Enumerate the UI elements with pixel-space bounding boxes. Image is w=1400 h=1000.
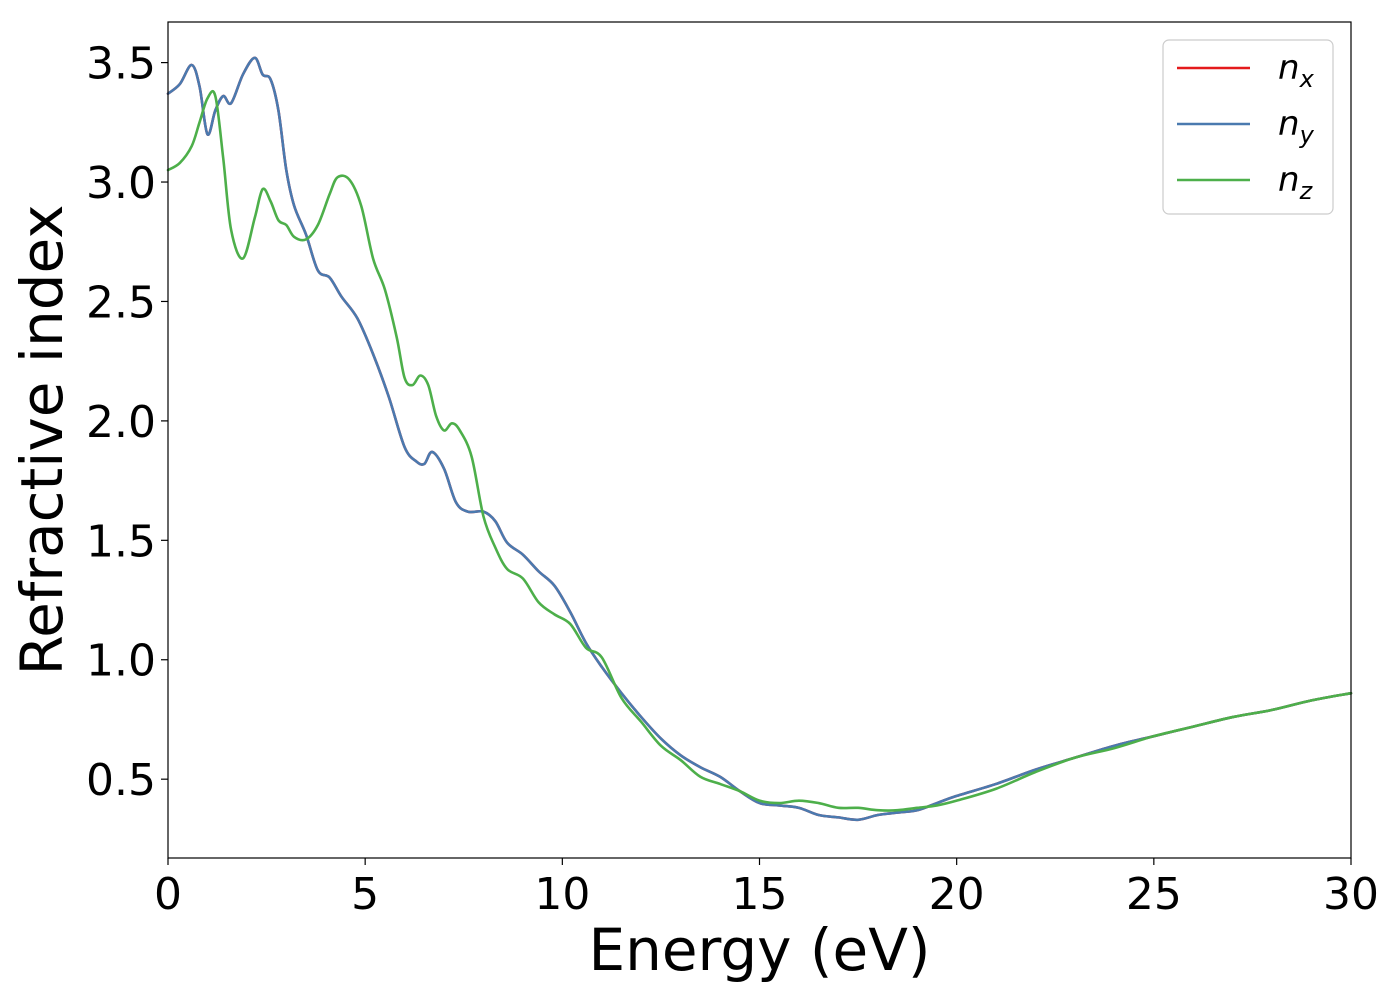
series-layer [166, 56, 1353, 822]
legend-label-base: n [1278, 160, 1300, 200]
legend-label-subscript: z [1299, 177, 1314, 205]
y-tick-label: 1.5 [86, 516, 156, 567]
x-tick-label: 30 [1323, 869, 1379, 920]
y-tick-label: 1.0 [86, 636, 156, 687]
legend-label-x: nx [1278, 48, 1315, 93]
y-tick-label: 2.5 [86, 277, 156, 328]
y-tick-label: 3.0 [86, 158, 156, 209]
y-axis-label: Refractive index [8, 204, 76, 675]
legend-box [1162, 39, 1334, 215]
y-tick-label: 2.0 [86, 397, 156, 448]
legend-label-z: nz [1278, 160, 1314, 205]
x-tick-label: 20 [929, 869, 985, 920]
x-tick-label: 5 [351, 869, 379, 920]
legend-label-subscript: x [1299, 65, 1315, 93]
x-tick-label: 15 [732, 869, 788, 920]
series-line-y [166, 56, 1353, 822]
y-axis-ticks: 0.5 1.0 1.5 2.0 2.5 3.0 3.5 [86, 39, 168, 806]
x-axis-ticks: 0 5 10 15 20 25 30 [154, 858, 1379, 920]
x-tick-label: 25 [1126, 869, 1182, 920]
y-tick-label: 3.5 [86, 39, 156, 90]
legend-label-subscript: y [1299, 121, 1315, 149]
x-axis-label: Energy (eV) [588, 916, 930, 984]
y-tick-label: 0.5 [86, 755, 156, 806]
series-line-z [166, 89, 1353, 812]
legend-label-base: n [1278, 104, 1300, 144]
x-tick-label: 10 [534, 869, 590, 920]
legend-label-base: n [1278, 48, 1300, 88]
x-tick-label: 0 [154, 869, 182, 920]
legend-label-y: ny [1278, 104, 1315, 149]
